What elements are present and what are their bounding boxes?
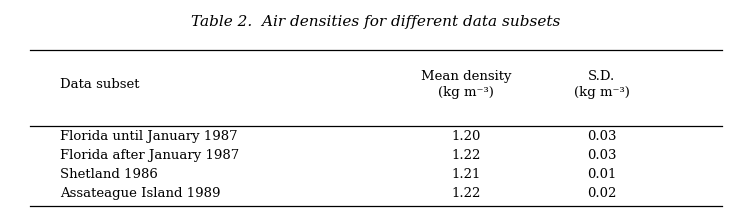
Text: 1.22: 1.22 <box>451 187 481 200</box>
Text: Florida until January 1987: Florida until January 1987 <box>60 130 238 143</box>
Text: Shetland 1986: Shetland 1986 <box>60 168 158 181</box>
Text: 1.22: 1.22 <box>451 149 481 162</box>
Text: Mean density
(kg m⁻³): Mean density (kg m⁻³) <box>421 70 511 98</box>
Text: S.D.
(kg m⁻³): S.D. (kg m⁻³) <box>574 70 629 98</box>
Text: 0.02: 0.02 <box>587 187 617 200</box>
Text: 0.01: 0.01 <box>587 168 617 181</box>
Text: Table 2.  Air densities for different data subsets: Table 2. Air densities for different dat… <box>191 15 561 29</box>
Text: Data subset: Data subset <box>60 77 140 91</box>
Text: 1.20: 1.20 <box>451 130 481 143</box>
Text: Florida after January 1987: Florida after January 1987 <box>60 149 239 162</box>
Text: Assateague Island 1989: Assateague Island 1989 <box>60 187 220 200</box>
Text: 0.03: 0.03 <box>587 149 617 162</box>
Text: 1.21: 1.21 <box>451 168 481 181</box>
Text: 0.03: 0.03 <box>587 130 617 143</box>
